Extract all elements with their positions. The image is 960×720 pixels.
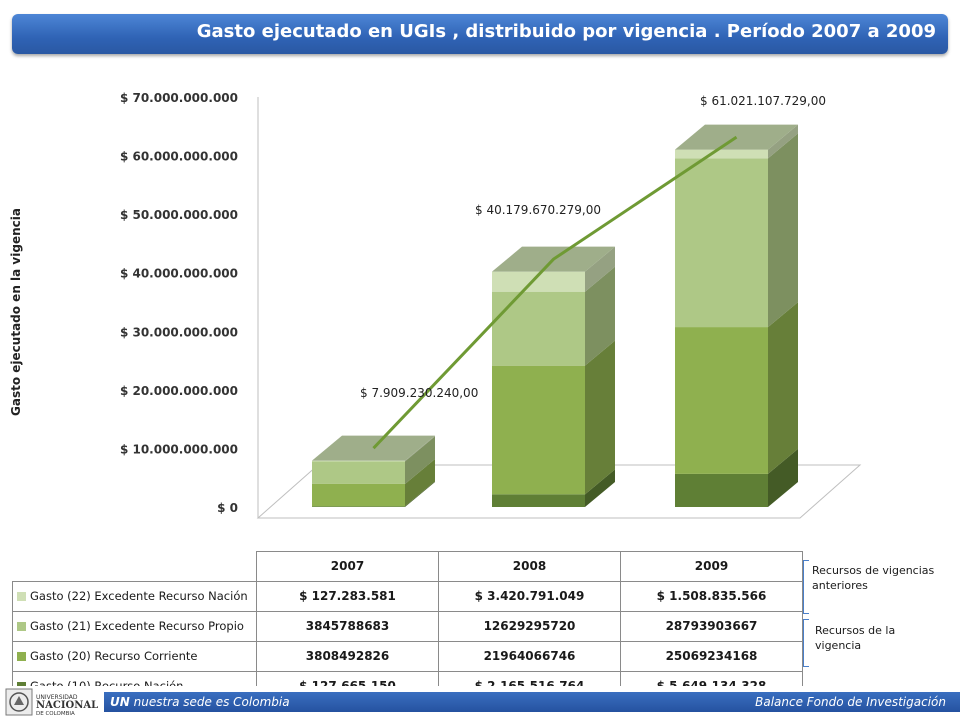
bar-segment-2007-3	[312, 461, 405, 484]
bar-segment-2007-4	[312, 460, 405, 462]
bar-side-segment	[768, 133, 798, 328]
footer-title: Balance Fondo de Investigación	[755, 695, 946, 709]
table-cell: 12629295720	[438, 610, 621, 642]
total-label-2009: $ 61.021.107.729,00	[700, 94, 826, 108]
bar-segment-2008-1	[492, 494, 585, 507]
table-row: Gasto (20) Recurso Corriente 3808492826 21…	[12, 640, 803, 672]
total-trend-line	[372, 135, 738, 450]
table-cell: 3808492826	[256, 640, 439, 672]
total-label-2008: $ 40.179.670.279,00	[475, 203, 601, 217]
svg-text:NACIONAL: NACIONAL	[36, 700, 98, 711]
legend-label: Gasto (21) Excedente Recurso Propio	[12, 610, 257, 642]
y-axis-title: Gasto ejecutado en la vigencia	[9, 208, 23, 416]
svg-text:UNIVERSIDAD: UNIVERSIDAD	[36, 694, 78, 701]
table-row: Gasto (21) Excedente Recurso Propio 38457…	[12, 610, 803, 642]
table-cell: $ 1.508.835.566	[620, 580, 803, 612]
table-cell: 21964066746	[438, 640, 621, 672]
footer: UNIVERSIDAD NACIONAL DE COLOMBIA UN nues…	[0, 686, 960, 720]
bar-segment-2007-1	[312, 506, 405, 507]
bar-side-segment	[405, 436, 435, 484]
slide-title: Gasto ejecutado en UGIs , distribuido po…	[196, 21, 936, 42]
y-tick-label: $ 30.000.000.000	[120, 325, 238, 339]
bar-side-segment	[768, 302, 798, 474]
bar-segment-2009-4	[675, 149, 768, 159]
bar-side-segment	[405, 435, 435, 462]
legend-swatch	[17, 652, 26, 661]
legend-label: Gasto (20) Recurso Corriente	[12, 640, 257, 672]
university-logo: UNIVERSIDAD NACIONAL DE COLOMBIA	[5, 688, 98, 717]
y-tick-label: $ 20.000.000.000	[120, 384, 238, 398]
bar-segment-2009-1	[675, 473, 768, 507]
bar-side-segment	[585, 266, 615, 366]
bar-side-segment	[585, 246, 615, 292]
title-bar: Gasto ejecutado en UGIs , distribuido po…	[12, 14, 948, 54]
brace-vigencia	[803, 619, 809, 667]
bar-segment-2007-2	[312, 483, 405, 507]
bar-side-segment	[768, 124, 798, 159]
footer-slogan: UN nuestra sede es Colombia	[110, 695, 290, 709]
bar-side-segment	[405, 481, 435, 507]
bar-side-segment	[768, 448, 798, 507]
y-tick-label: $ 60.000.000.000	[120, 150, 238, 164]
table-header-row: 2007 2008 2009	[12, 551, 803, 582]
bar-segment-2008-3	[492, 291, 585, 366]
table-year-header: 2008	[438, 551, 621, 582]
bar-side-segment	[585, 469, 615, 507]
y-tick-label: $ 0	[217, 501, 238, 515]
table-cell: 25069234168	[620, 640, 803, 672]
table-year-header: 2007	[256, 551, 439, 582]
svg-text:DE COLOMBIA: DE COLOMBIA	[36, 711, 75, 717]
note-recursos-anteriores: Recursos de vigencias anteriores	[812, 564, 935, 592]
legend-swatch	[17, 622, 26, 631]
table-cell: $ 127.283.581	[256, 580, 439, 612]
footer-bar: UN nuestra sede es Colombia Balance Fond…	[104, 692, 960, 712]
bar-side-segment	[585, 340, 615, 495]
bar-segment-2008-4	[492, 271, 585, 292]
total-label-2007: $ 7.909.230.240,00	[360, 386, 478, 400]
data-table: 2007 2008 2009 Gasto (22) Excedente Recurso…	[12, 551, 803, 702]
table-cell: 3845788683	[256, 610, 439, 642]
note-recursos-vigencia: Recursos de la vigencia	[815, 624, 896, 652]
stacked-bar-chart: $ 0 $ 10.000.000.000 $ 20.000.000.000 $ 30.…	[9, 91, 862, 519]
brace-anteriores	[803, 560, 809, 614]
y-tick-label: $ 70.000.000.000	[120, 91, 238, 105]
bar-side-segment	[405, 458, 435, 507]
table-cell: $ 3.420.791.049	[438, 580, 621, 612]
table-row: Gasto (22) Excedente Recurso Nación $ 127…	[12, 580, 803, 612]
bar-segment-2009-3	[675, 158, 768, 328]
table-cell: 28793903667	[620, 610, 803, 642]
bar-segment-2008-2	[492, 365, 585, 495]
bar-segment-2009-2	[675, 327, 768, 474]
chart-floor	[256, 464, 862, 519]
table-year-header: 2009	[620, 551, 803, 582]
legend-swatch	[17, 592, 26, 601]
y-tick-label: $ 40.000.000.000	[120, 267, 238, 281]
y-tick-label: $ 10.000.000.000	[120, 442, 238, 456]
y-tick-label: $ 50.000.000.000	[120, 208, 238, 222]
legend-label: Gasto (22) Excedente Recurso Nación	[12, 580, 257, 612]
